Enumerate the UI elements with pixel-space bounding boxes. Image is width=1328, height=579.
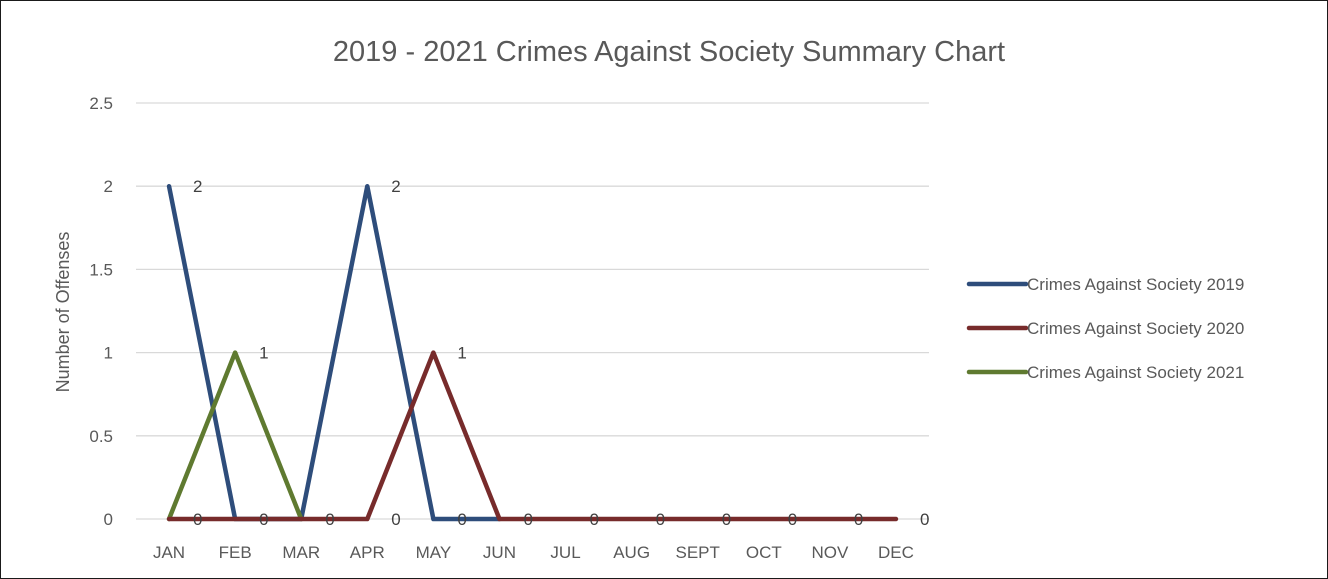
- x-tick-label: DEC: [878, 543, 914, 562]
- y-tick-label: 1: [104, 344, 113, 363]
- data-label: 0: [788, 510, 797, 529]
- data-label: 1: [259, 344, 268, 363]
- data-label: 1: [457, 344, 466, 363]
- data-label: 0: [523, 510, 532, 529]
- x-tick-label: JAN: [153, 543, 185, 562]
- data-label: 0: [854, 510, 863, 529]
- y-axis-label: Number of Offenses: [53, 232, 73, 393]
- x-tick-label: JUL: [550, 543, 580, 562]
- data-label: 0: [920, 510, 929, 529]
- data-label: 2: [391, 177, 400, 196]
- legend-label: Crimes Against Society 2020: [1027, 319, 1244, 338]
- data-label: 0: [722, 510, 731, 529]
- data-label: 0: [457, 510, 466, 529]
- y-tick-label: 1.5: [89, 260, 113, 279]
- data-label: 0: [259, 510, 268, 529]
- series-line: [166, 350, 899, 522]
- y-tick-label: 2: [104, 177, 113, 196]
- data-label: 2: [193, 177, 202, 196]
- x-tick-label: SEPT: [676, 543, 720, 562]
- x-axis-ticks: JAN FEB MAR APR MAY JUN JUL AUG SEPT OCT NOV DEC: [153, 543, 914, 562]
- x-tick-label: JUN: [483, 543, 516, 562]
- x-tick-label: MAR: [282, 543, 320, 562]
- y-tick-label: 0.5: [89, 427, 113, 446]
- gridlines: [136, 102, 929, 520]
- x-tick-label: FEB: [219, 543, 252, 562]
- y-tick-label: 0: [104, 510, 113, 529]
- x-tick-label: APR: [350, 543, 385, 562]
- series-line: [166, 183, 502, 522]
- x-tick-label: MAY: [416, 543, 452, 562]
- data-label: 0: [590, 510, 599, 529]
- data-labels: 2 2 1 1 0 0 0 0 0 0 0 0 0 0 0 0: [193, 177, 929, 529]
- data-label: 0: [193, 510, 202, 529]
- x-tick-label: AUG: [613, 543, 650, 562]
- legend: Crimes Against Society 2019 Crimes Agains…: [966, 275, 1244, 382]
- series-lines: [166, 183, 899, 522]
- chart-title: 2019 - 2021 Crimes Against Society Summa…: [333, 36, 1005, 68]
- y-axis-ticks: 0 0.5 1 1.5 2 2.5: [89, 94, 113, 529]
- x-tick-label: NOV: [811, 543, 849, 562]
- legend-label: Crimes Against Society 2019: [1027, 275, 1244, 294]
- data-label: 0: [325, 510, 334, 529]
- legend-label: Crimes Against Society 2021: [1027, 363, 1244, 382]
- y-tick-label: 2.5: [89, 94, 113, 113]
- x-tick-label: OCT: [746, 543, 782, 562]
- data-label: 0: [391, 510, 400, 529]
- series-line: [166, 350, 304, 522]
- data-label: 0: [656, 510, 665, 529]
